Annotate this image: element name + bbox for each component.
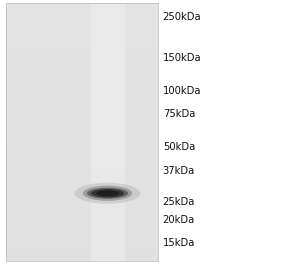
Text: 15kDa: 15kDa bbox=[163, 238, 195, 248]
Text: 50kDa: 50kDa bbox=[163, 142, 195, 152]
Ellipse shape bbox=[75, 183, 140, 204]
Text: 37kDa: 37kDa bbox=[163, 166, 195, 176]
Ellipse shape bbox=[83, 186, 132, 201]
Ellipse shape bbox=[96, 190, 119, 196]
Bar bbox=[6, 3, 158, 261]
Text: 75kDa: 75kDa bbox=[163, 109, 195, 119]
Bar bbox=[91, 3, 125, 261]
Text: 250kDa: 250kDa bbox=[163, 12, 201, 22]
Text: 20kDa: 20kDa bbox=[163, 215, 195, 225]
Ellipse shape bbox=[91, 189, 124, 197]
Ellipse shape bbox=[87, 188, 128, 199]
Text: 25kDa: 25kDa bbox=[163, 197, 195, 207]
Text: 100kDa: 100kDa bbox=[163, 86, 201, 96]
Text: 150kDa: 150kDa bbox=[163, 53, 201, 63]
